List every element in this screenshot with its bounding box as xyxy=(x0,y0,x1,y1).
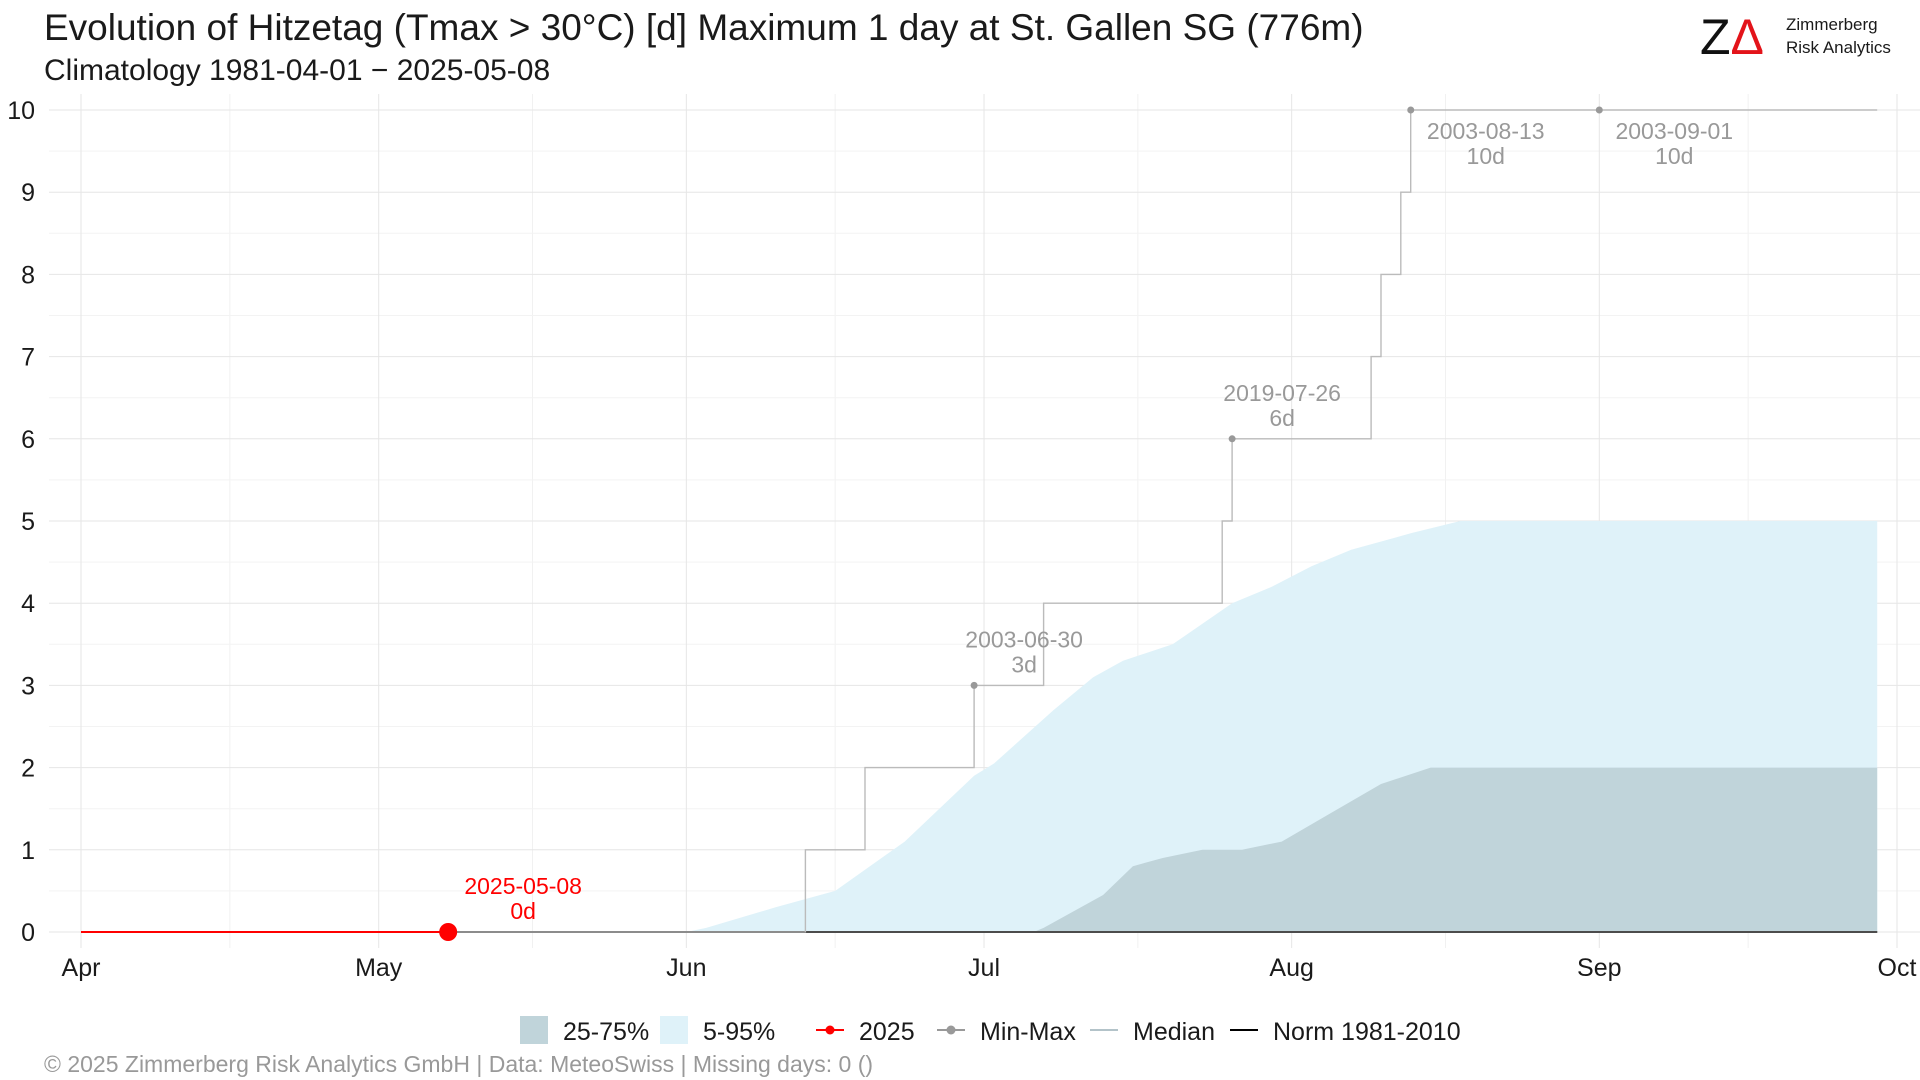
y-tick-label: 6 xyxy=(21,426,35,454)
legend-swatch-band_5_95 xyxy=(660,1016,688,1044)
record-point xyxy=(1228,435,1236,443)
record-point xyxy=(1407,106,1415,114)
record-label-date: 2003-09-01 xyxy=(1615,118,1733,144)
y-tick-label: 3 xyxy=(21,672,35,700)
x-tick-label: Oct xyxy=(1878,954,1917,982)
legend-label-band_5_95: 5-95% xyxy=(703,1018,775,1046)
current-label-date: 2025-05-08 xyxy=(464,873,582,899)
record-label-value: 10d xyxy=(1655,143,1693,169)
record-label-date: 2003-06-30 xyxy=(965,626,1083,652)
y-tick-label: 9 xyxy=(21,179,35,207)
x-tick-label: Sep xyxy=(1577,954,1621,982)
y-tick-label: 10 xyxy=(7,97,35,125)
legend-label-norm: Norm 1981-2010 xyxy=(1273,1018,1461,1046)
annotations: 2003-06-303d2019-07-266d2003-08-1310d200… xyxy=(464,118,1733,924)
legend-swatch-band_25_75 xyxy=(520,1016,548,1044)
legend: 25-75% 5-95% 2025 Min-Max Median Norm 1981-20… xyxy=(520,1016,1461,1046)
record-label-value: 10d xyxy=(1467,143,1505,169)
legend-label-band_25_75: 25-75% xyxy=(563,1018,649,1046)
y-tick-label: 5 xyxy=(21,508,35,536)
legend-label-current: 2025 xyxy=(859,1018,915,1046)
bands xyxy=(81,521,1878,932)
axis-labels: Apr May Jun Jul Aug Sep Oct 0 1 2 3 4 5 6 7 8 9 10 xyxy=(7,97,1916,982)
logo-line1: Zimmerberg xyxy=(1786,15,1878,34)
y-tick-label: 1 xyxy=(21,837,35,865)
x-tick-label: May xyxy=(355,954,403,982)
x-tick-label: Apr xyxy=(62,954,101,982)
x-tick-label: Aug xyxy=(1269,954,1313,982)
record-label-date: 2003-08-13 xyxy=(1427,118,1545,144)
chart-subtitle: Climatology 1981-04-01 − 2025-05-08 xyxy=(44,54,550,87)
series-points xyxy=(439,106,1603,941)
chart-title: Evolution of Hitzetag (Tmax > 30°C) [d] … xyxy=(44,7,1364,48)
x-tick-label: Jun xyxy=(666,954,706,982)
series-lines xyxy=(81,109,1878,933)
x-tick-label: Jul xyxy=(968,954,1000,982)
max-line xyxy=(81,109,1878,933)
record-point xyxy=(1595,106,1603,114)
logo-mark: ZΔ xyxy=(1700,9,1764,65)
record-label-value: 3d xyxy=(1011,651,1037,677)
y-tick-label: 4 xyxy=(21,590,35,618)
legend-label-median: Median xyxy=(1133,1018,1215,1046)
current-year-point xyxy=(439,923,458,941)
footer-caption: © 2025 Zimmerberg Risk Analytics GmbH | … xyxy=(44,1051,873,1077)
record-label-value: 6d xyxy=(1269,405,1295,431)
legend-point-minmax xyxy=(946,1025,956,1035)
legend-point-current xyxy=(825,1025,835,1035)
y-tick-label: 8 xyxy=(21,261,35,289)
record-point xyxy=(970,681,978,689)
record-label-date: 2019-07-26 xyxy=(1223,380,1341,406)
current-label-value: 0d xyxy=(510,898,536,924)
logo: ZΔ Zimmerberg Risk Analytics xyxy=(1700,9,1891,65)
y-tick-label: 2 xyxy=(21,755,35,783)
y-tick-label: 7 xyxy=(21,344,35,372)
logo-line2: Risk Analytics xyxy=(1786,38,1891,57)
y-tick-label: 0 xyxy=(21,919,35,947)
legend-label-minmax: Min-Max xyxy=(980,1018,1076,1046)
band-25-75 xyxy=(81,767,1878,932)
